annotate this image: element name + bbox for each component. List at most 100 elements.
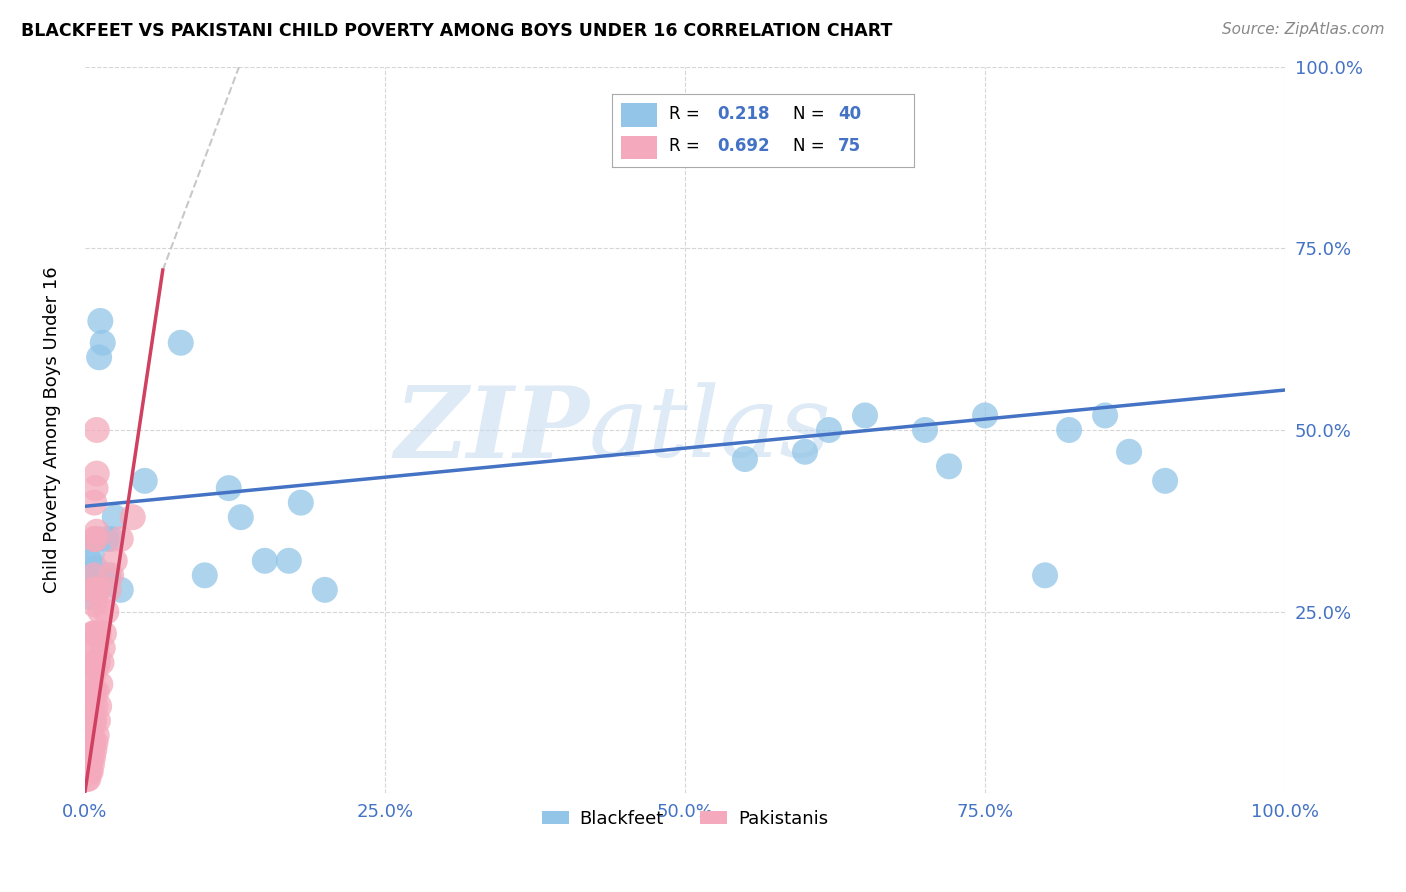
Point bbox=[83, 598, 105, 612]
Point bbox=[84, 561, 107, 575]
Text: BLACKFEET VS PAKISTANI CHILD POVERTY AMONG BOYS UNDER 16 CORRELATION CHART: BLACKFEET VS PAKISTANI CHILD POVERTY AMO… bbox=[21, 22, 893, 40]
Point bbox=[86, 532, 108, 546]
Point bbox=[76, 757, 98, 772]
Point bbox=[79, 735, 101, 749]
Point bbox=[79, 554, 101, 568]
Point bbox=[76, 728, 98, 742]
Point bbox=[938, 459, 960, 474]
Point bbox=[80, 590, 103, 604]
Point bbox=[87, 656, 110, 670]
Point bbox=[84, 582, 107, 597]
Point bbox=[818, 423, 841, 437]
Point bbox=[100, 568, 122, 582]
Point bbox=[82, 735, 104, 749]
Y-axis label: Child Poverty Among Boys Under 16: Child Poverty Among Boys Under 16 bbox=[44, 267, 60, 593]
Point bbox=[80, 706, 103, 721]
Point bbox=[86, 640, 108, 655]
Text: ZIP: ZIP bbox=[394, 382, 589, 478]
Point bbox=[89, 314, 111, 328]
Point bbox=[93, 626, 115, 640]
Point bbox=[86, 524, 108, 539]
Text: atlas: atlas bbox=[589, 383, 832, 477]
Point bbox=[75, 750, 97, 764]
Point bbox=[77, 568, 100, 582]
Point bbox=[79, 750, 101, 764]
Legend: Blackfeet, Pakistanis: Blackfeet, Pakistanis bbox=[534, 803, 835, 835]
Point bbox=[91, 335, 114, 350]
Point bbox=[83, 656, 105, 670]
Point bbox=[84, 626, 107, 640]
Point bbox=[86, 467, 108, 481]
Point bbox=[914, 423, 936, 437]
Point bbox=[80, 735, 103, 749]
Point bbox=[853, 409, 876, 423]
Point bbox=[79, 764, 101, 779]
Point bbox=[79, 714, 101, 728]
Point bbox=[82, 582, 104, 597]
Point bbox=[218, 481, 240, 495]
Point bbox=[96, 532, 118, 546]
Point bbox=[96, 605, 118, 619]
Point bbox=[82, 656, 104, 670]
Point bbox=[97, 582, 120, 597]
Point bbox=[77, 728, 100, 742]
Text: Source: ZipAtlas.com: Source: ZipAtlas.com bbox=[1222, 22, 1385, 37]
Point bbox=[1057, 423, 1080, 437]
Point bbox=[83, 496, 105, 510]
Point bbox=[194, 568, 217, 582]
Point bbox=[87, 582, 110, 597]
Point bbox=[83, 684, 105, 698]
Point bbox=[734, 452, 756, 467]
Bar bbox=[620, 103, 657, 127]
Point bbox=[80, 743, 103, 757]
Point bbox=[80, 764, 103, 779]
Point bbox=[82, 714, 104, 728]
Point bbox=[89, 699, 111, 714]
Point bbox=[1033, 568, 1056, 582]
Text: R =: R = bbox=[669, 105, 704, 123]
Point bbox=[90, 656, 112, 670]
Text: 0.218: 0.218 bbox=[717, 105, 770, 123]
Text: 0.692: 0.692 bbox=[717, 137, 770, 155]
Point bbox=[83, 626, 105, 640]
Point bbox=[89, 605, 111, 619]
Point bbox=[110, 532, 132, 546]
Point bbox=[121, 510, 143, 524]
Point bbox=[83, 568, 105, 582]
Point bbox=[83, 714, 105, 728]
Point bbox=[80, 677, 103, 691]
Point bbox=[75, 735, 97, 749]
Point bbox=[86, 728, 108, 742]
Point bbox=[80, 757, 103, 772]
Point bbox=[80, 547, 103, 561]
Point bbox=[110, 582, 132, 597]
Point bbox=[80, 575, 103, 590]
Point bbox=[77, 757, 100, 772]
Point bbox=[229, 510, 252, 524]
Point bbox=[86, 423, 108, 437]
Point bbox=[84, 699, 107, 714]
Point bbox=[86, 684, 108, 698]
Point bbox=[290, 496, 312, 510]
Point bbox=[93, 568, 115, 582]
Point bbox=[104, 510, 127, 524]
Point bbox=[77, 743, 100, 757]
Point bbox=[80, 721, 103, 735]
Point bbox=[1118, 444, 1140, 458]
Point bbox=[80, 670, 103, 684]
Point bbox=[89, 677, 111, 691]
Point bbox=[80, 691, 103, 706]
Point bbox=[134, 474, 156, 488]
Text: 75: 75 bbox=[838, 137, 862, 155]
Point bbox=[84, 532, 107, 546]
Point bbox=[253, 554, 276, 568]
Point bbox=[82, 750, 104, 764]
Point bbox=[77, 772, 100, 786]
Point bbox=[82, 582, 104, 597]
Point bbox=[77, 714, 100, 728]
Point bbox=[76, 772, 98, 786]
Point bbox=[82, 684, 104, 698]
Point bbox=[91, 640, 114, 655]
Point bbox=[1154, 474, 1177, 488]
Point bbox=[87, 582, 110, 597]
